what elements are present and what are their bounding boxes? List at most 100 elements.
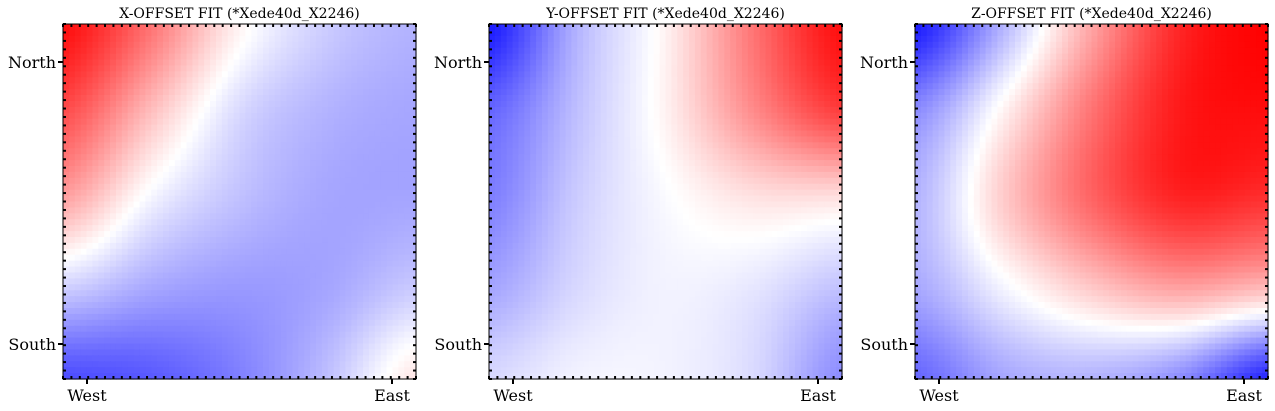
- heatmap-cell: [310, 195, 317, 203]
- heatmap-cell: [221, 266, 229, 274]
- heatmap-cell: [683, 118, 690, 126]
- heatmap-cell: [280, 183, 288, 191]
- heatmap-cell: [127, 266, 135, 274]
- heatmap-cell: [86, 154, 94, 161]
- heatmap-cell: [512, 83, 520, 90]
- heatmap-cell: [133, 260, 141, 268]
- heatmap-cell: [618, 35, 625, 43]
- heatmap-cell: [145, 83, 152, 90]
- heatmap-cell: [151, 130, 158, 138]
- heatmap-cell: [315, 325, 323, 333]
- heatmap-cell: [180, 112, 188, 120]
- heatmap-cell: [351, 201, 358, 209]
- heatmap-cell: [98, 142, 105, 149]
- heatmap-cell: [104, 213, 111, 220]
- heatmap-cell: [310, 124, 317, 132]
- heatmap-cell: [304, 219, 311, 226]
- heatmap-cell: [192, 47, 199, 55]
- heatmap-cell: [257, 47, 264, 55]
- heatmap-cell: [227, 296, 235, 303]
- heatmap-cell: [127, 24, 135, 31]
- heatmap-cell: [157, 237, 164, 244]
- heatmap-cell: [765, 65, 772, 72]
- heatmap-cell: [104, 343, 111, 351]
- heatmap-cell: [263, 142, 270, 149]
- heatmap-cell: [612, 100, 620, 108]
- heatmap-cell: [700, 89, 708, 96]
- heatmap-cell: [121, 242, 129, 250]
- heatmap-cell: [263, 136, 270, 143]
- heatmap-cell: [536, 100, 543, 108]
- heatmap-cell: [351, 343, 358, 351]
- heatmap-cell: [110, 160, 117, 167]
- heatmap-cell: [830, 130, 837, 138]
- heatmap-cell: [239, 290, 246, 297]
- heatmap-cell: [736, 77, 743, 84]
- heatmap-cell: [215, 278, 223, 285]
- heatmap-cell: [63, 41, 70, 49]
- heatmap-cell: [127, 201, 135, 209]
- heatmap-cell: [339, 41, 346, 49]
- heatmap-cell: [68, 100, 76, 108]
- heatmap-cell: [565, 35, 572, 43]
- heatmap-cell: [618, 29, 625, 37]
- heatmap-cell: [789, 53, 796, 61]
- heatmap-cell: [210, 65, 217, 72]
- heatmap-cell: [133, 349, 141, 356]
- heatmap-cell: [115, 325, 123, 333]
- heatmap-cell: [494, 100, 502, 108]
- heatmap-cell: [204, 302, 211, 309]
- heatmap-cell: [333, 106, 341, 114]
- heatmap-cell: [110, 83, 117, 90]
- heatmap-cell: [80, 71, 88, 78]
- heatmap-cell: [647, 59, 655, 67]
- heatmap-cell: [115, 83, 123, 90]
- heatmap-cell: [115, 278, 123, 285]
- heatmap-cell: [127, 100, 135, 108]
- heatmap-cell: [92, 59, 99, 67]
- heatmap-cell: [689, 65, 696, 72]
- heatmap-cell: [186, 183, 194, 191]
- heatmap-cell: [392, 189, 399, 197]
- heatmap-cell: [133, 106, 141, 114]
- heatmap-cell: [292, 29, 299, 37]
- heatmap-cell: [310, 331, 317, 339]
- heatmap-cell: [641, 136, 649, 143]
- heatmap-cell: [268, 213, 276, 220]
- heatmap-cell: [98, 290, 105, 297]
- heatmap-cell: [245, 106, 252, 114]
- heatmap-cell: [221, 77, 229, 84]
- heatmap-cell: [759, 24, 767, 31]
- heatmap-cell: [577, 53, 584, 61]
- heatmap-cell: [298, 367, 305, 374]
- heatmap-cell: [115, 35, 123, 43]
- heatmap-cell: [86, 355, 94, 362]
- heatmap-cell: [157, 77, 164, 84]
- heatmap-cell: [630, 71, 637, 78]
- heatmap-cell: [368, 89, 376, 96]
- heatmap-cell: [186, 53, 194, 61]
- heatmap-cell: [215, 59, 223, 67]
- heatmap-cell: [286, 171, 294, 179]
- heatmap-cell: [104, 24, 111, 31]
- heatmap-cell: [245, 77, 252, 84]
- heatmap-cell: [204, 313, 211, 321]
- heatmap-cell: [86, 89, 94, 96]
- heatmap-cell: [139, 154, 146, 161]
- heatmap-cell: [304, 284, 311, 291]
- heatmap-cell: [694, 95, 702, 102]
- heatmap-cell: [133, 29, 141, 37]
- heatmap-cell: [368, 112, 376, 120]
- heatmap-cell: [204, 284, 211, 291]
- heatmap-cell: [812, 118, 820, 126]
- heatmap-cell: [139, 325, 146, 333]
- heatmap-cell: [204, 160, 211, 167]
- heatmap-cell: [386, 355, 394, 362]
- heatmap-cell: [351, 154, 358, 161]
- heatmap-cell: [198, 373, 205, 380]
- heatmap-cell: [659, 95, 667, 102]
- heatmap-cell: [321, 89, 329, 96]
- heatmap-cell: [215, 160, 223, 167]
- heatmap-cell: [268, 41, 276, 49]
- heatmap-cell: [163, 308, 170, 315]
